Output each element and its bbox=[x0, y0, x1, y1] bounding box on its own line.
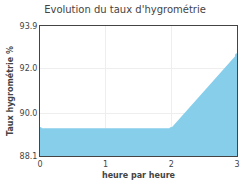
svg-text:93.9: 93.9 bbox=[20, 22, 38, 31]
svg-text:1: 1 bbox=[103, 160, 108, 169]
svg-text:88.1: 88.1 bbox=[20, 152, 38, 161]
svg-text:Taux hygrométrie %: Taux hygrométrie % bbox=[5, 46, 15, 136]
svg-text:heure par heure: heure par heure bbox=[102, 171, 176, 180]
svg-text:Evolution du taux d'hygrométri: Evolution du taux d'hygrométrie bbox=[44, 4, 206, 15]
svg-text:0: 0 bbox=[37, 160, 42, 169]
svg-text:3: 3 bbox=[234, 160, 239, 169]
svg-text:2: 2 bbox=[169, 160, 174, 169]
svg-text:90.0: 90.0 bbox=[20, 109, 38, 118]
svg-text:92.0: 92.0 bbox=[20, 64, 38, 73]
